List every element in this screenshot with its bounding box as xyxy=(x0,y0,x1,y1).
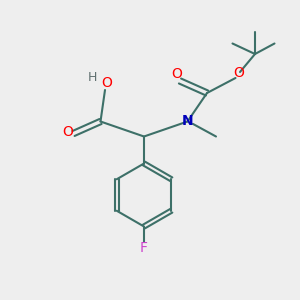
Text: N: N xyxy=(182,114,193,128)
Text: O: O xyxy=(101,76,112,90)
Text: O: O xyxy=(172,68,182,81)
Text: O: O xyxy=(63,125,74,139)
Text: F: F xyxy=(140,241,148,255)
Text: O: O xyxy=(234,66,244,80)
Text: H: H xyxy=(88,71,97,84)
